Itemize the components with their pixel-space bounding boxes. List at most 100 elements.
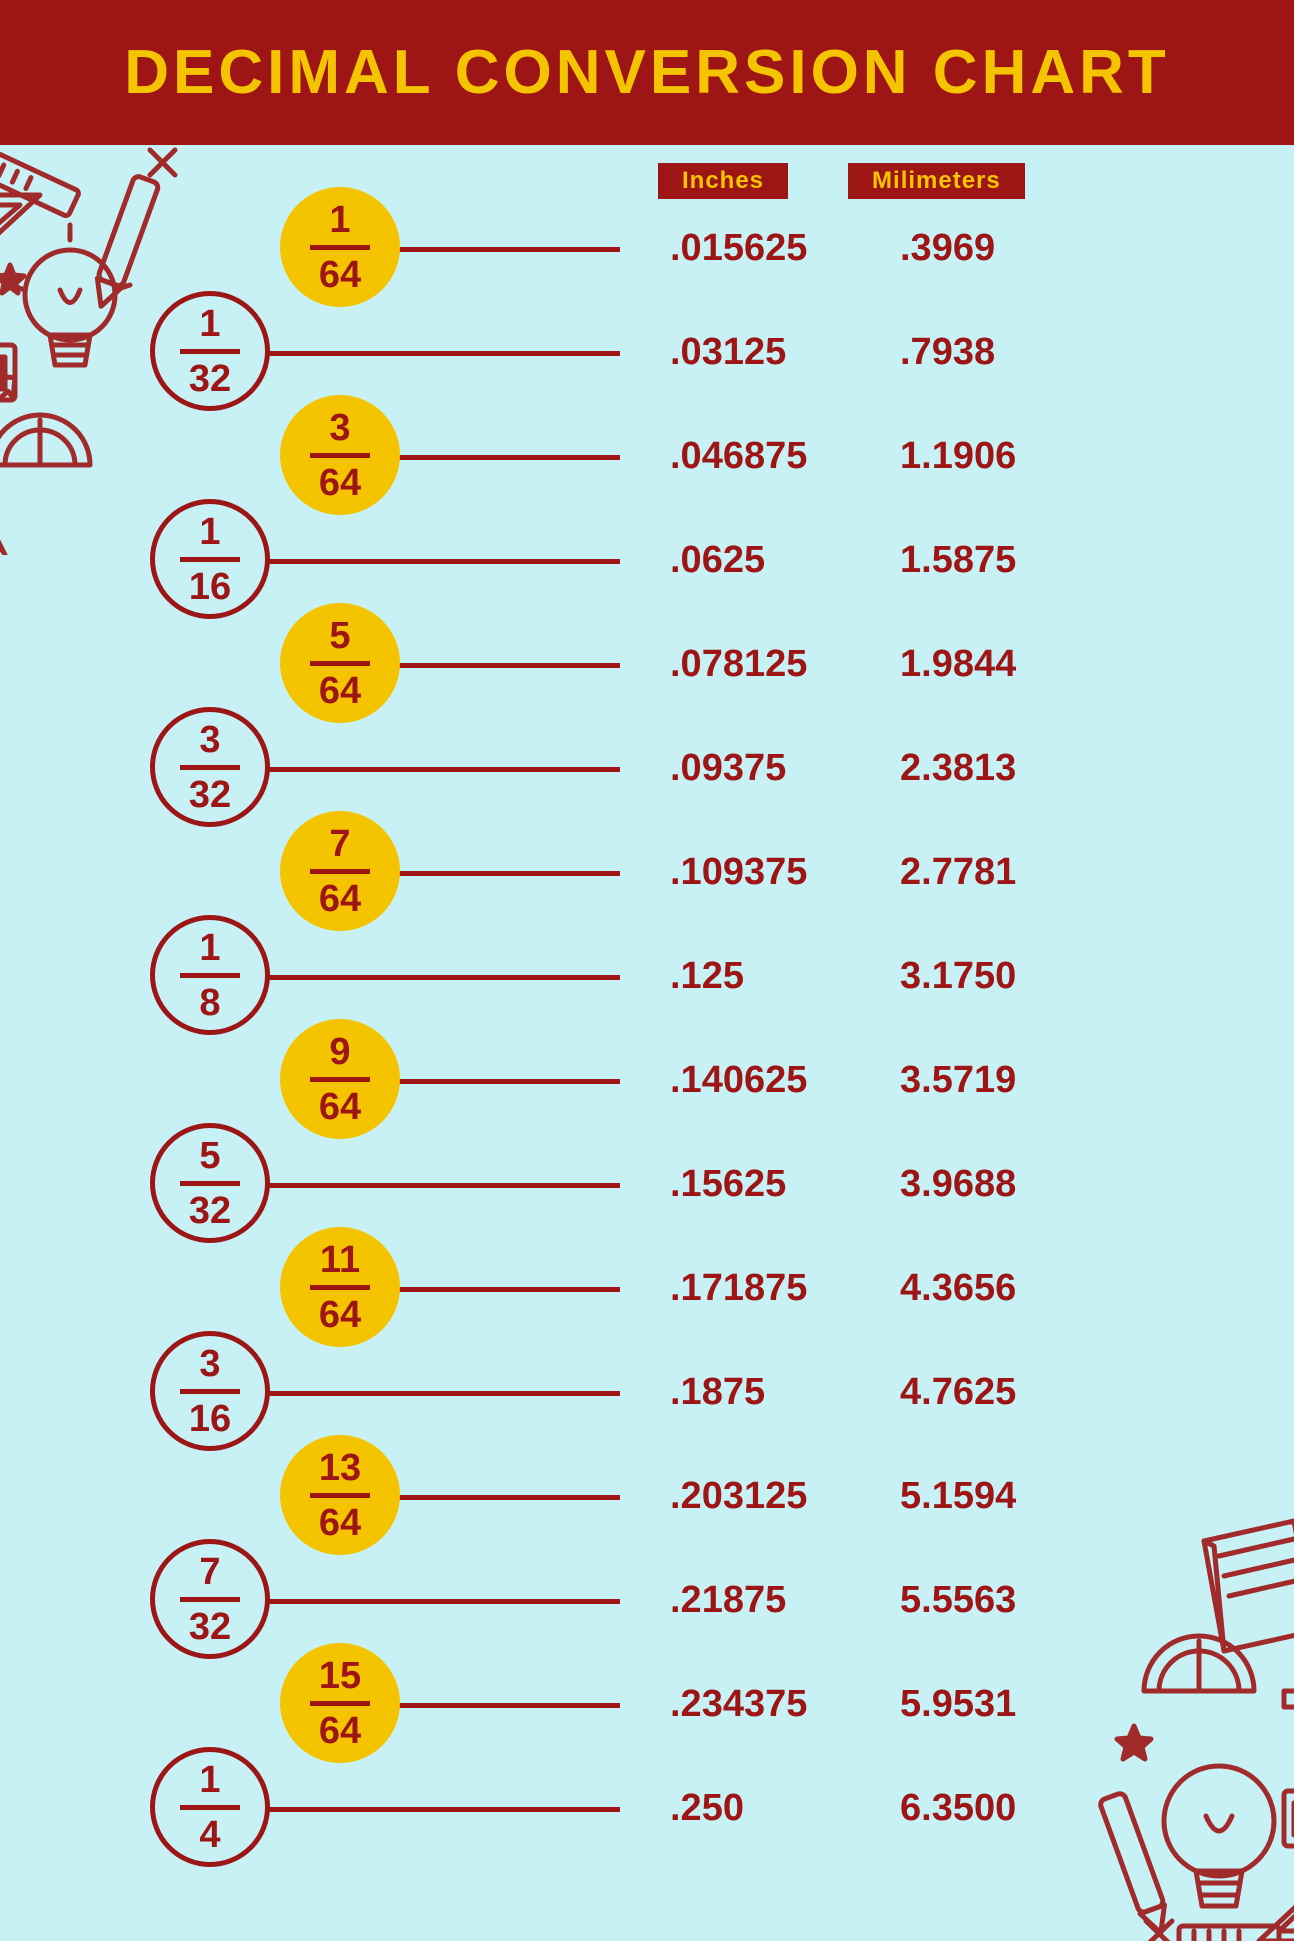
page-title: DECIMAL CONVERSION CHART <box>124 37 1170 108</box>
table-row: 14.2506.3500 <box>0 1755 1294 1859</box>
inches-value: .234375 <box>670 1683 807 1726</box>
fraction-bar <box>180 1389 240 1394</box>
fraction-numerator: 1 <box>199 305 220 343</box>
fraction-bar <box>310 661 370 666</box>
fraction-bubble-outline: 332 <box>150 707 270 827</box>
fraction-bar <box>310 1493 370 1498</box>
fraction-bubble-outline: 116 <box>150 499 270 619</box>
mm-value: 1.9844 <box>900 643 1016 686</box>
fraction-denominator: 16 <box>189 1400 231 1438</box>
fraction-numerator: 1 <box>199 1761 220 1799</box>
table-row: 116.06251.5875 <box>0 507 1294 611</box>
connector-line <box>396 663 620 668</box>
fraction-bar <box>310 453 370 458</box>
connector-line <box>266 559 620 564</box>
mm-value: 2.3813 <box>900 747 1016 790</box>
inches-value: .203125 <box>670 1475 807 1518</box>
table-row: 732.218755.5563 <box>0 1547 1294 1651</box>
fraction-numerator: 7 <box>199 1553 220 1591</box>
mm-value: 3.1750 <box>900 955 1016 998</box>
fraction-denominator: 64 <box>319 1504 361 1542</box>
fraction-bubble-outline: 132 <box>150 291 270 411</box>
table-row: 1 32 .03125 .7938 <box>0 299 1294 403</box>
connector-line <box>266 1807 620 1812</box>
mm-value: 5.5563 <box>900 1579 1016 1622</box>
inches-value: .140625 <box>670 1059 807 1102</box>
inches-value: .0625 <box>670 539 765 582</box>
connector-line <box>396 1079 620 1084</box>
fraction-denominator: 16 <box>189 568 231 606</box>
fraction-numerator: 15 <box>319 1657 361 1695</box>
mm-value: 5.9531 <box>900 1683 1016 1726</box>
mm-value: .7938 <box>900 331 995 374</box>
table-row: 1164.1718754.3656 <box>0 1235 1294 1339</box>
fraction-bubble-filled: 364 <box>280 395 400 515</box>
connector-line <box>266 1183 620 1188</box>
fraction-bar <box>310 1077 370 1082</box>
inches-value: .15625 <box>670 1163 786 1206</box>
fraction-denominator: 64 <box>319 1712 361 1750</box>
col-header-mm: Milimeters <box>848 163 1025 199</box>
fraction-denominator: 32 <box>189 776 231 814</box>
table-row: 18.1253.1750 <box>0 923 1294 1027</box>
fraction-numerator: 3 <box>199 721 220 759</box>
table-row: 964.1406253.5719 <box>0 1027 1294 1131</box>
table-row: 764.1093752.7781 <box>0 819 1294 923</box>
fraction-bar <box>180 557 240 562</box>
connector-line <box>266 767 620 772</box>
fraction-denominator: 64 <box>319 880 361 918</box>
connector-line <box>266 351 620 356</box>
connector-line <box>396 247 620 252</box>
fraction-bubble-filled: 1364 <box>280 1435 400 1555</box>
inches-value: .1875 <box>670 1371 765 1414</box>
inches-value: .250 <box>670 1787 744 1830</box>
mm-value: 6.3500 <box>900 1787 1016 1830</box>
fraction-bubble-outline: 18 <box>150 915 270 1035</box>
table-row: 1364.2031255.1594 <box>0 1443 1294 1547</box>
inches-value: .015625 <box>670 227 807 270</box>
fraction-denominator: 64 <box>319 1296 361 1334</box>
inches-value: .078125 <box>670 643 807 686</box>
fraction-numerator: 13 <box>319 1449 361 1487</box>
inches-value: .171875 <box>670 1267 807 1310</box>
connector-line <box>396 1703 620 1708</box>
fraction-denominator: 64 <box>319 672 361 710</box>
fraction-bar <box>310 1701 370 1706</box>
fraction-numerator: 1 <box>329 201 350 239</box>
mm-value: 2.7781 <box>900 851 1016 894</box>
fraction-numerator: 3 <box>329 409 350 447</box>
fraction-denominator: 64 <box>319 1088 361 1126</box>
table-row: 316.18754.7625 <box>0 1339 1294 1443</box>
fraction-bubble-filled: 764 <box>280 811 400 931</box>
fraction-bubble-outline: 532 <box>150 1123 270 1243</box>
fraction-bubble-filled: 164 <box>280 187 400 307</box>
fraction-bar <box>310 869 370 874</box>
column-headers: Inches Milimeters <box>658 163 1025 199</box>
inches-value: .03125 <box>670 331 786 374</box>
chart-body: Inches Milimeters 164.015625.3969132.031… <box>0 145 1294 1921</box>
connector-line <box>266 975 620 980</box>
fraction-denominator: 32 <box>189 360 231 398</box>
fraction-bar <box>180 765 240 770</box>
table-row: 364.0468751.1906 <box>0 403 1294 507</box>
fraction-numerator: 9 <box>329 1033 350 1071</box>
mm-value: 1.5875 <box>900 539 1016 582</box>
fraction-denominator: 32 <box>189 1608 231 1646</box>
fraction-bubble-filled: 964 <box>280 1019 400 1139</box>
fraction-numerator: 1 <box>199 929 220 967</box>
table-row: 564.0781251.9844 <box>0 611 1294 715</box>
fraction-numerator: 7 <box>329 825 350 863</box>
connector-line <box>396 455 620 460</box>
connector-line <box>396 1495 620 1500</box>
mm-value: 4.3656 <box>900 1267 1016 1310</box>
fraction-numerator: 3 <box>199 1345 220 1383</box>
inches-value: .09375 <box>670 747 786 790</box>
connector-line <box>396 871 620 876</box>
table-row: 164.015625.3969 <box>0 195 1294 299</box>
fraction-bubble-filled: 1564 <box>280 1643 400 1763</box>
table-row: 532.156253.9688 <box>0 1131 1294 1235</box>
fraction-bubble-outline: 316 <box>150 1331 270 1451</box>
fraction-bubble-filled: 1164 <box>280 1227 400 1347</box>
rows-container: 164.015625.3969132.03125.7938364.0468751… <box>0 195 1294 1859</box>
inches-value: .046875 <box>670 435 807 478</box>
